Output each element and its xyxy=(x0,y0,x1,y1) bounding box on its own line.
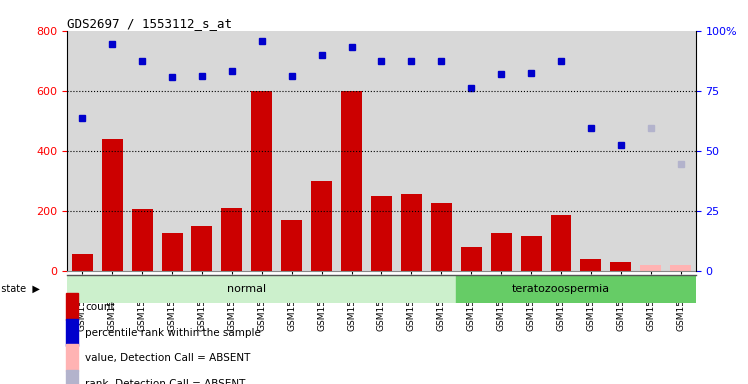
Bar xyxy=(636,31,666,271)
Bar xyxy=(491,233,512,271)
Text: GDS2697 / 1553112_s_at: GDS2697 / 1553112_s_at xyxy=(67,17,233,30)
Bar xyxy=(102,139,123,271)
Bar xyxy=(580,259,601,271)
Bar xyxy=(367,31,396,271)
Bar xyxy=(277,31,307,271)
Bar xyxy=(311,181,332,271)
Bar xyxy=(456,31,486,271)
Bar xyxy=(516,31,546,271)
Bar xyxy=(307,31,337,271)
Bar xyxy=(162,233,183,271)
Bar xyxy=(551,215,571,271)
Bar xyxy=(132,209,153,271)
Bar xyxy=(97,31,127,271)
Bar xyxy=(67,344,78,371)
Bar xyxy=(461,247,482,271)
Bar xyxy=(337,31,367,271)
Text: normal: normal xyxy=(227,284,266,294)
Text: teratozoospermia: teratozoospermia xyxy=(512,284,610,294)
Text: percentile rank within the sample: percentile rank within the sample xyxy=(85,328,261,338)
Bar xyxy=(67,31,97,271)
Bar xyxy=(521,236,542,271)
Bar xyxy=(251,91,272,271)
Bar xyxy=(546,31,576,271)
Bar xyxy=(610,262,631,271)
Bar xyxy=(666,31,696,271)
Bar xyxy=(426,31,456,271)
Bar xyxy=(396,31,426,271)
Bar xyxy=(456,275,696,303)
Bar xyxy=(72,254,93,271)
Bar xyxy=(127,31,157,271)
Bar xyxy=(187,31,217,271)
Bar xyxy=(281,220,302,271)
Bar xyxy=(401,194,422,271)
Bar xyxy=(67,293,78,320)
Bar xyxy=(640,265,661,271)
Text: count: count xyxy=(85,302,114,312)
Bar xyxy=(217,31,247,271)
Bar xyxy=(576,31,606,271)
Bar xyxy=(191,226,212,271)
Text: disease state  ▶: disease state ▶ xyxy=(0,284,40,294)
Bar xyxy=(670,265,691,271)
Bar xyxy=(371,196,392,271)
Bar xyxy=(67,370,78,384)
Text: rank, Detection Call = ABSENT: rank, Detection Call = ABSENT xyxy=(85,379,245,384)
Bar xyxy=(606,31,636,271)
Text: value, Detection Call = ABSENT: value, Detection Call = ABSENT xyxy=(85,353,251,362)
Bar xyxy=(247,31,277,271)
Bar xyxy=(157,31,187,271)
Bar xyxy=(67,319,78,346)
Bar xyxy=(486,31,516,271)
Bar xyxy=(341,91,362,271)
Bar xyxy=(67,275,456,303)
Bar xyxy=(221,208,242,271)
Bar xyxy=(431,203,452,271)
